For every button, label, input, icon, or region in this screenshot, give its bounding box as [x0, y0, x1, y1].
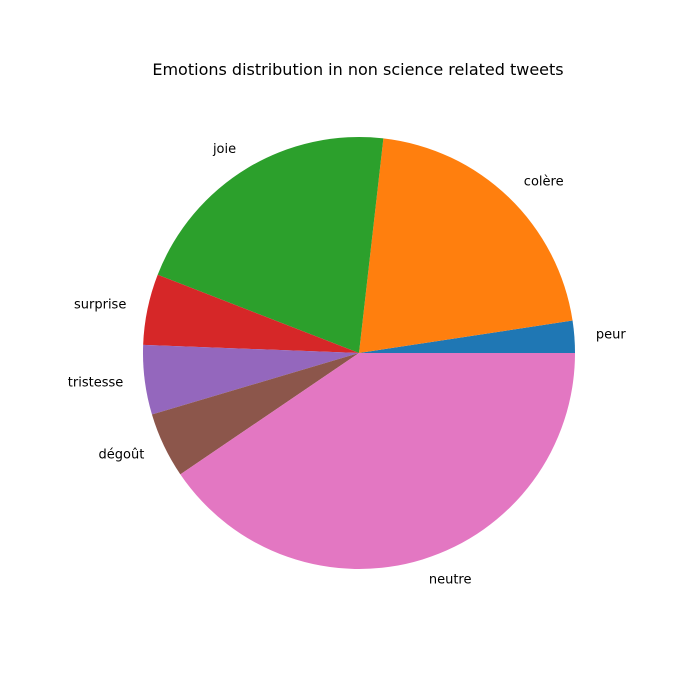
chart-title: Emotions distribution in non science rel… — [152, 60, 564, 79]
pie-slice-tristesse — [142, 344, 359, 415]
pie-label-neutre: neutre — [429, 573, 472, 588]
pie-slice-colère — [359, 138, 573, 353]
pie-slice-surprise — [143, 274, 359, 353]
pie-slice-joie — [157, 136, 384, 353]
pie-slices — [142, 136, 575, 570]
pie-label-surprise: surprise — [74, 297, 126, 312]
pie-label-tristesse: tristesse — [68, 375, 123, 390]
pie-label-joie: joie — [212, 142, 236, 157]
pie-slice-peur — [359, 320, 575, 353]
pie-label-dégoût: dégoût — [99, 447, 145, 462]
pie-slice-neutre — [180, 353, 575, 570]
pie-label-colère: colère — [524, 174, 564, 189]
pie-labels: peur colère joie surprise tristesse dégoût neu… — [68, 142, 627, 587]
pie-label-peur: peur — [596, 328, 626, 343]
pie-slice-dégoût — [151, 353, 359, 475]
